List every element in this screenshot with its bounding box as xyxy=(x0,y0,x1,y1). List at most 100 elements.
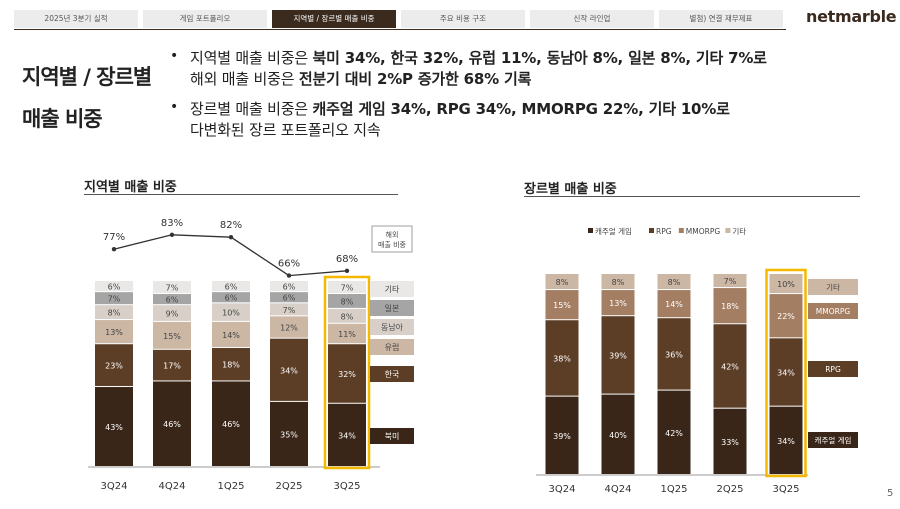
region-bar-label: 10% xyxy=(222,309,240,318)
region-bar-2Q25-북미 xyxy=(270,401,308,466)
region-bar-label: 7% xyxy=(166,284,179,293)
region-bar-3Q24-유럽 xyxy=(95,320,133,344)
region-legend-label: 일본 xyxy=(385,304,400,313)
page-title: 지역별 / 장르별 매출 비중 xyxy=(22,56,162,140)
genre-chart-title: 장르별 매출 비중 xyxy=(524,182,617,197)
region-highlight-box xyxy=(323,275,371,470)
region-legend-label: 동남아 xyxy=(381,322,404,332)
region-bar-3Q25-한국 xyxy=(328,344,366,403)
region-bar-label: 23% xyxy=(105,362,123,371)
bullet-genre-l1b: 캐주얼 게임 34%, RPG 34%, MMORPG 22%, 기타 10%로 xyxy=(312,100,730,118)
overseas-point xyxy=(111,247,117,252)
overseas-label: 68% xyxy=(336,254,358,265)
overseas-label: 82% xyxy=(220,220,242,231)
region-legend-swatch xyxy=(370,281,414,297)
region-x-tick: 1Q25 xyxy=(218,481,245,492)
region-bar-4Q24-북미 xyxy=(153,381,191,466)
region-bar-label: 14% xyxy=(222,331,240,340)
bullet-region-l2a: 해외 매출 비중은 xyxy=(190,70,299,88)
region-bar-4Q24-유럽 xyxy=(153,321,191,349)
region-bar-3Q24-동남아 xyxy=(95,305,133,320)
region-bar-label: 13% xyxy=(105,328,123,337)
region-bar-label: 8% xyxy=(341,312,354,321)
region-bar-1Q25-유럽 xyxy=(212,321,250,347)
region-bar-label: 18% xyxy=(222,361,240,370)
region-bar-label: 11% xyxy=(338,330,356,339)
overseas-point xyxy=(169,232,175,237)
overseas-label: 66% xyxy=(278,259,300,270)
region-bar-1Q25-북미 xyxy=(212,381,250,466)
region-bar-4Q24-한국 xyxy=(153,349,191,381)
region-bar-label: 46% xyxy=(163,420,181,429)
region-legend-swatch xyxy=(370,339,414,355)
nav-tab-2[interactable]: 게임 포트폴리오 xyxy=(143,10,267,28)
region-legend-swatch xyxy=(370,366,414,382)
overseas-point xyxy=(228,235,234,240)
region-bar-label: 7% xyxy=(108,295,121,304)
region-bar-label: 6% xyxy=(283,294,296,303)
nav-tab-5[interactable]: 신작 라인업 xyxy=(530,10,654,28)
region-bar-4Q24-기타 xyxy=(153,281,191,294)
overseas-label: 83% xyxy=(161,218,183,229)
region-bar-label: 34% xyxy=(280,366,298,375)
region-bar-2Q25-동남아 xyxy=(270,303,308,316)
region-bar-3Q25-북미 xyxy=(328,403,366,466)
overseas-line xyxy=(113,234,348,277)
nav-tab-4[interactable]: 주요 비용 구조 xyxy=(401,10,525,28)
region-chart-title: 지역별 매출 비중 xyxy=(84,180,177,195)
region-bar-label: 43% xyxy=(105,423,123,432)
region-bar-label: 7% xyxy=(283,306,296,315)
region-bar-label: 6% xyxy=(283,283,296,292)
overseas-legend-label: 해외 xyxy=(386,230,399,239)
bullet-genre: • 장르별 매출 비중은 캐주얼 게임 34%, RPG 34%, MMORPG… xyxy=(168,99,868,141)
region-legend-label: 북미 xyxy=(385,432,400,441)
overseas-legend-label: 매출 비중 xyxy=(378,240,407,249)
region-bar-2Q25-유럽 xyxy=(270,316,308,338)
region-bar-1Q25-기타 xyxy=(212,281,250,292)
overseas-legend-box xyxy=(371,225,413,253)
region-bar-label: 35% xyxy=(280,430,298,439)
region-bar-label: 6% xyxy=(166,296,179,305)
region-bar-3Q24-북미 xyxy=(95,387,133,466)
page-number: 5 xyxy=(887,488,894,499)
nav-tab-1[interactable]: 2025년 3분기 실적 xyxy=(14,10,138,28)
region-bar-1Q25-동남아 xyxy=(212,303,250,321)
region-bar-label: 6% xyxy=(225,294,238,303)
region-x-tick: 3Q25 xyxy=(334,481,361,492)
nav-tab-6[interactable]: 별첨) 연결 재무제표 xyxy=(659,10,783,28)
region-bar-label: 7% xyxy=(341,284,354,293)
bullet-genre-l2a: 다변화된 장르 포트폴리오 지속 xyxy=(190,121,381,139)
region-bar-1Q25-한국 xyxy=(212,347,250,381)
region-bar-3Q25-기타 xyxy=(328,281,366,294)
region-bar-3Q24-일본 xyxy=(95,292,133,305)
region-legend-swatch xyxy=(370,300,414,316)
region-x-tick: 4Q24 xyxy=(159,481,186,492)
region-legend-label: 한국 xyxy=(385,370,400,379)
overseas-point xyxy=(344,268,350,273)
region-bar-label: 6% xyxy=(108,283,121,292)
region-bar-label: 15% xyxy=(163,332,181,341)
region-bar-4Q24-동남아 xyxy=(153,305,191,321)
region-x-tick: 3Q24 xyxy=(101,481,128,492)
genre-title-rule xyxy=(524,196,860,197)
region-bar-label: 17% xyxy=(163,362,181,371)
nav-divider xyxy=(14,29,786,30)
overseas-point xyxy=(286,273,292,278)
region-bar-label: 46% xyxy=(222,420,240,429)
nav-tab-3[interactable]: 지역별 / 장르별 매출 비중 xyxy=(272,10,396,28)
region-bar-4Q24-일본 xyxy=(153,294,191,305)
region-bar-3Q24-기타 xyxy=(95,281,133,292)
bullet-region-l2b: 전분기 대비 2%P 증가한 68% 기록 xyxy=(298,70,532,88)
region-bar-label: 32% xyxy=(338,370,356,379)
region-bar-label: 34% xyxy=(338,431,356,440)
bullet-dot-icon: • xyxy=(170,48,179,64)
region-x-tick: 2Q25 xyxy=(276,481,303,492)
bullet-region-l1b: 북미 34%, 한국 32%, 유럽 11%, 동남아 8%, 일본 8%, 기… xyxy=(312,49,767,67)
region-bar-2Q25-기타 xyxy=(270,281,308,292)
region-legend-swatch xyxy=(370,428,414,444)
bullet-genre-l1a: 장르별 매출 비중은 xyxy=(190,100,313,118)
region-bar-label: 6% xyxy=(225,283,238,292)
region-bar-label: 12% xyxy=(280,324,298,333)
netmarble-logo[interactable]: netmarble xyxy=(806,7,897,26)
page-title-line-2: 매출 비중 xyxy=(22,107,103,131)
